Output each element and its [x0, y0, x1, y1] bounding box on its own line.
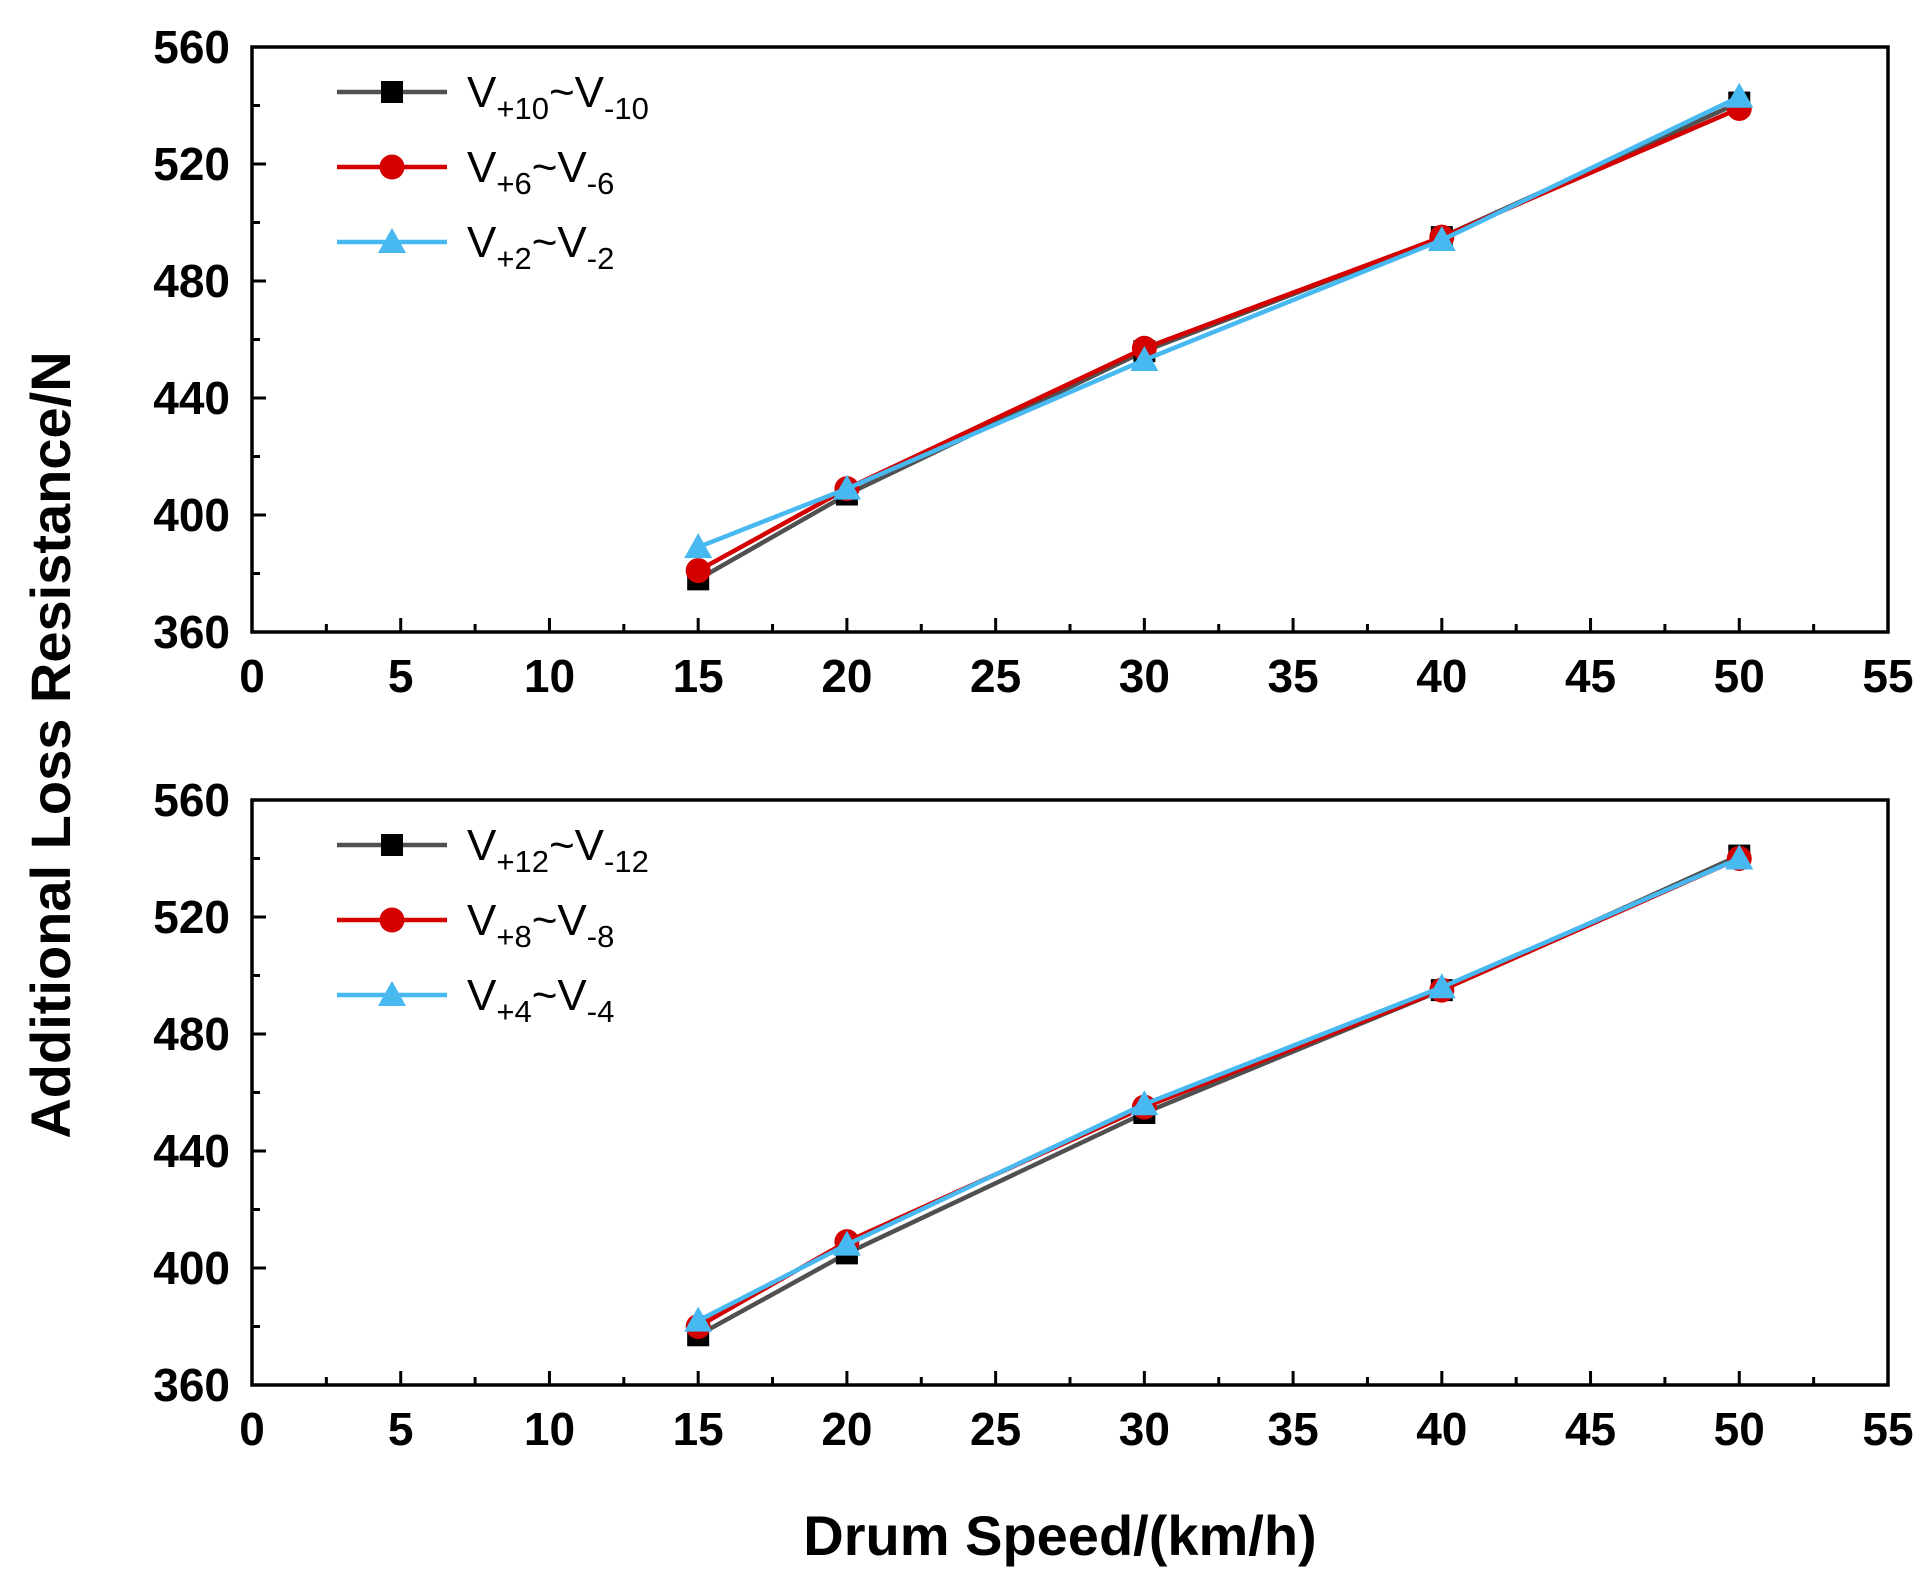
- x-tick-label: 35: [1268, 1403, 1319, 1455]
- y-tick-label: 440: [153, 372, 230, 424]
- chart-panel-1: 0 5 10 15 20 25 30 35 40 45 50 55 360 400 440 480 520 560…: [153, 21, 1913, 702]
- data-point-triangle: [832, 474, 861, 500]
- y-tick-label: 440: [153, 1125, 230, 1177]
- y-tick-label: 480: [153, 255, 230, 307]
- x-tick-label: 10: [524, 1403, 575, 1455]
- x-tick-label: 55: [1862, 650, 1913, 702]
- x-tick-label: 30: [1119, 1403, 1170, 1455]
- legend-marker-triangle: [378, 228, 406, 253]
- legend-marker-circle: [379, 907, 405, 933]
- y-tick-label: 520: [153, 891, 230, 943]
- x-tick-label: 10: [524, 650, 575, 702]
- x-tick-label: 5: [388, 650, 414, 702]
- x-tick-label: 35: [1268, 650, 1319, 702]
- x-tick-label: 0: [239, 650, 265, 702]
- x-tick-label: 40: [1416, 1403, 1467, 1455]
- data-point-triangle: [1427, 973, 1456, 999]
- x-tick-label: 20: [821, 650, 872, 702]
- y-tick-label: 520: [153, 138, 230, 190]
- data-point-triangle: [1725, 844, 1754, 870]
- x-axis-title: Drum Speed/(km/h): [803, 1504, 1316, 1567]
- legend-label: V+8~V-8: [467, 896, 614, 954]
- x-tick-label: 15: [673, 1403, 724, 1455]
- y-axis-title: Additional Loss Resistance/N: [19, 351, 82, 1138]
- legend-label: V+4~V-4: [467, 971, 614, 1029]
- x-tick-label: 20: [821, 1403, 872, 1455]
- data-point-triangle: [684, 533, 713, 559]
- y-tick-label: 400: [153, 489, 230, 541]
- x-tick-label: 40: [1416, 650, 1467, 702]
- x-tick-label: 50: [1714, 1403, 1765, 1455]
- chart-panel-2: 0 5 10 15 20 25 30 35 40 45 50 55 360 400 440 480 520 560…: [153, 774, 1913, 1455]
- y-tick-label: 400: [153, 1242, 230, 1294]
- y-tick-label: 360: [153, 1359, 230, 1411]
- data-point-triangle: [1427, 226, 1456, 252]
- legend-marker-square: [381, 81, 403, 103]
- legend-label: V+12~V-12: [467, 821, 649, 879]
- legend-label: V+10~V-10: [467, 68, 649, 126]
- x-tick-label: 25: [970, 650, 1021, 702]
- legend: V+10~V-10 V+6~V-6 V+2~V-2: [337, 68, 649, 276]
- data-point-triangle: [1130, 1090, 1159, 1116]
- plot-frame: [250, 798, 1890, 1387]
- x-tick-label: 50: [1714, 650, 1765, 702]
- data-point-circle: [685, 558, 711, 584]
- x-tick-label: 15: [673, 650, 724, 702]
- legend: V+12~V-12 V+8~V-8 V+4~V-4: [337, 821, 649, 1029]
- data-point-triangle: [1130, 345, 1159, 371]
- x-tick-label: 45: [1565, 1403, 1616, 1455]
- legend-label: V+2~V-2: [467, 218, 614, 276]
- x-tick-label: 30: [1119, 650, 1170, 702]
- y-tick-label: 560: [153, 21, 230, 73]
- x-tick-label: 25: [970, 1403, 1021, 1455]
- y-tick-label: 480: [153, 1008, 230, 1060]
- legend-marker-triangle: [378, 981, 406, 1006]
- data-point-triangle: [832, 1230, 861, 1256]
- y-tick-label: 360: [153, 606, 230, 658]
- x-tick-label: 5: [388, 1403, 414, 1455]
- x-tick-label: 0: [239, 1403, 265, 1455]
- legend-marker-square: [381, 834, 403, 856]
- data-point-triangle: [1725, 82, 1754, 108]
- data-point-triangle: [684, 1306, 713, 1332]
- legend-marker-circle: [379, 154, 405, 180]
- plot-frame: [250, 45, 1890, 634]
- x-tick-label: 55: [1862, 1403, 1913, 1455]
- y-tick-label: 560: [153, 774, 230, 826]
- legend-label: V+6~V-6: [467, 143, 614, 201]
- x-tick-label: 45: [1565, 650, 1616, 702]
